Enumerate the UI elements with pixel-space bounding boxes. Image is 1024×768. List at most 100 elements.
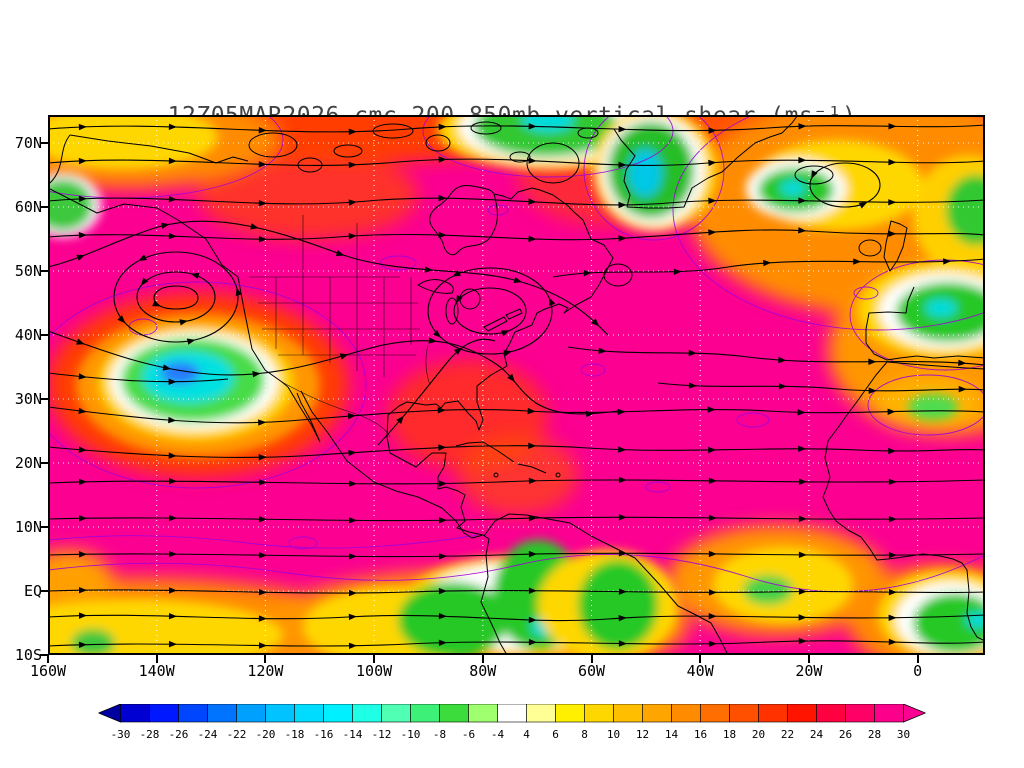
flow-arrow [78,123,87,131]
flow-arrow [688,382,697,389]
flow-arrow [528,550,537,558]
flow-arrow [78,641,87,648]
colorbar-tick-label: -30 [111,728,131,741]
colorbar-tick-label: -22 [227,728,247,741]
streamlines-layer-part [427,267,553,355]
lat-tick-label: 20N [14,454,42,472]
purple-contours-part [867,374,985,436]
colorbar-segment [700,703,730,723]
flow-arrow [853,258,862,265]
flow-arrow [348,517,357,524]
shading-layer-part-part [780,180,806,196]
purple-contours-part [288,536,318,550]
coastlines-part [865,286,985,361]
colorbar-tick-label: 12 [636,728,649,741]
coastlines-part [300,390,508,655]
flow-arrow [453,347,463,355]
colorbar-tick-label: 8 [581,728,588,741]
flow-arrow [438,444,447,451]
colorbar-tick-label: 14 [665,728,679,741]
flow-arrow [513,276,523,283]
lon-tick-label: 100W [356,662,393,680]
shading-layer-part-part [71,629,115,655]
lat-tick-mark [40,462,48,464]
flow-arrow [708,514,717,522]
flow-arrow [583,269,592,277]
flow-arrow [868,387,877,394]
lon-tick-label: 140W [138,662,175,680]
colorbar-segment [642,703,672,723]
colorbar-segment [729,703,759,723]
lat-tick-mark [40,270,48,272]
streamlines-layer-part [48,229,985,241]
flow-arrow [432,329,442,338]
flow-arrow [943,258,952,265]
colorbar-tick-label: 30 [897,728,910,741]
flow-arrow [708,229,717,236]
flow-arrow [617,408,626,416]
streamlines-layer-part [48,516,985,522]
streamlines-layer-part [48,372,229,383]
lat-tick-mark [40,398,48,400]
flow-arrow [708,589,717,596]
colorbar-tick-label: -12 [372,728,392,741]
flow-arrow [528,235,537,243]
flow-arrow [887,408,896,415]
flow-arrow [250,223,259,230]
lon-tick-mark [373,655,376,663]
flow-arrow [438,231,447,239]
flow-arrow [348,480,357,487]
shading-layer-part-part [198,150,418,240]
lat-tick-label: 50N [14,262,42,280]
flow-arrow [348,232,357,240]
flow-arrow [708,550,717,558]
flow-arrow [888,230,897,237]
colorbar-tick-label: -20 [256,728,276,741]
flow-arrow [888,199,897,206]
lon-tick-mark [264,655,267,663]
flow-arrow [528,442,537,449]
flow-arrow [76,338,85,345]
flow-arrow [503,350,513,357]
coastlines-part [287,386,321,443]
flow-arrow [78,231,87,239]
flow-arrow [438,123,447,131]
flow-arrow [618,588,627,595]
coastlines-part [505,308,523,320]
colorbar-segment [671,703,701,723]
flow-arrow [168,232,177,240]
flow-arrow [168,378,177,385]
flow-arrow [161,222,170,229]
flow-arrow [117,315,126,324]
colorbar-svg: -30 -28 -26 -24 -22 -20 -18 -16 -14 -12 -10 -8 -6 -4 4… [97,703,927,741]
purple-contours-part [48,281,367,489]
flow-arrow [78,195,87,203]
flow-arrow [258,515,267,523]
coastlines-part [425,134,451,152]
streamlines-layer-part [136,271,216,323]
streamlines-layer-part [48,614,985,622]
coastlines-part [613,128,636,208]
flow-arrow [438,612,447,620]
flow-arrow [797,409,806,416]
flow-arrow [798,123,807,130]
flow-arrow [348,128,357,135]
flow-arrow [162,364,172,371]
flow-arrow [798,197,807,204]
purple-contours-part [379,255,417,271]
colorbar-segment [555,703,585,723]
shading-layer-part-part [160,362,200,384]
map-border [48,115,985,655]
coastlines-part [509,151,531,163]
flow-arrow [168,477,177,485]
shading-layer-part-part [628,149,662,197]
lon-tick-mark [155,655,158,663]
streamlines-layer-part [48,197,985,206]
streamlines-layer-part [153,285,199,310]
flow-arrow [868,358,877,365]
colorbar-tick-label: 18 [723,728,736,741]
shading-layer-part-part [48,179,93,231]
coastlines-part [445,297,459,325]
flow-arrow [348,553,357,560]
streamlines-layer-part [552,258,985,278]
